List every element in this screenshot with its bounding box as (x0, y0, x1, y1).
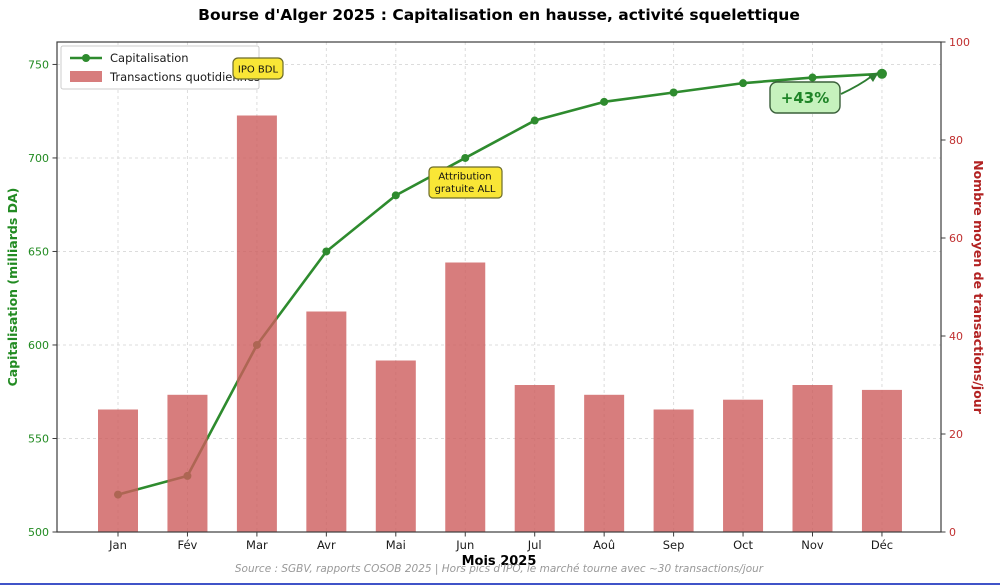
left-tick-label-550: 550 (28, 432, 49, 445)
x-tick-label-Avr: Avr (317, 538, 336, 552)
annotation-ipo-bdl-box (232, 57, 284, 80)
right-axis-title: Nombre moyen de transactions/jour (971, 160, 986, 415)
right-tick-label-100: 100 (949, 36, 970, 49)
right-tick-label-60: 60 (949, 232, 963, 245)
annotation-ipo-bdl: IPO BDL (232, 57, 284, 80)
line-marker-Jun (461, 153, 470, 162)
chart-title: Bourse d'Alger 2025 : Capitalisation en … (198, 6, 800, 24)
x-tick-label-Mai: Mai (386, 538, 406, 552)
line-marker-Aoû (600, 97, 609, 106)
annotation-attribution-line1: Attribution (438, 172, 491, 183)
window-bottom-edge (0, 583, 1000, 585)
left-axis-title: Capitalisation (milliards DA) (5, 188, 20, 387)
annotation-attribution-all-box (428, 166, 503, 199)
annotation-growth-arrowhead (868, 72, 879, 82)
bar-Jun (445, 262, 486, 532)
right-tick-label-0: 0 (949, 526, 956, 539)
source-footer: Source : SGBV, rapports COSOB 2025 | Hor… (235, 563, 764, 575)
annotation-ipo-bdl-text: IPO BDL (238, 65, 279, 76)
legend: Capitalisation Transactions quotidiennes (60, 45, 260, 90)
legend-bar-swatch (70, 71, 102, 82)
bar-Aoû (584, 394, 625, 532)
legend-label-capitalisation: Capitalisation (110, 51, 189, 65)
line-marker-Nov (808, 73, 817, 82)
bar-Mar (236, 115, 277, 532)
annotation-growth-box (769, 81, 841, 114)
x-tick-label-Fév: Fév (178, 538, 198, 552)
bar-Avr (306, 311, 347, 532)
x-tick-label-Nov: Nov (801, 538, 824, 552)
plot-frame (56, 41, 942, 533)
x-tick-label-Sep: Sep (663, 538, 685, 552)
left-tick-label-600: 600 (28, 339, 49, 352)
x-tick-label-Déc: Déc (871, 538, 893, 552)
annotation-attribution-all: Attribution gratuite ALL (428, 166, 503, 199)
bar-Jul (514, 385, 555, 532)
bar-Nov (792, 385, 833, 532)
left-tick-label-650: 650 (28, 245, 49, 258)
line-marker-Oct (739, 79, 748, 88)
annotation-growth: +43% (769, 72, 879, 114)
x-tick-label-Jan: Jan (108, 538, 127, 552)
bar-Déc (861, 389, 902, 532)
x-tick-label-Oct: Oct (733, 538, 753, 552)
x-axis-title: Mois 2025 (462, 554, 537, 569)
bar-Jan (98, 409, 138, 532)
capitalisation-line-series (114, 68, 887, 499)
bar-Oct (723, 399, 764, 532)
left-tick-label-700: 700 (28, 152, 49, 165)
bar-Fév (167, 394, 208, 532)
annotation-growth-text: +43% (781, 89, 829, 107)
annotation-attribution-line2: gratuite ALL (435, 184, 496, 195)
x-tick-label-Mar: Mar (246, 538, 268, 552)
transactions-bar-series (98, 115, 902, 532)
x-tick-label-Jul: Jul (527, 538, 542, 552)
line-marker-Avr (322, 247, 331, 256)
right-tick-label-40: 40 (949, 330, 963, 343)
bar-Mai (375, 360, 416, 532)
bar-Sep (653, 409, 694, 532)
axes-ticks-labels: 500 550 600 650 700 750 0 20 40 60 80 100 Jan Fév Mar A… (28, 36, 970, 552)
x-tick-label-Aoû: Aoû (593, 538, 615, 552)
right-tick-label-20: 20 (949, 428, 963, 441)
line-marker-Sep (669, 88, 678, 97)
right-tick-label-80: 80 (949, 134, 963, 147)
legend-line-marker (82, 54, 90, 62)
left-tick-label-500: 500 (28, 526, 49, 539)
line-marker-Mai (391, 191, 400, 200)
line-marker-Jul (530, 116, 539, 125)
left-tick-label-750: 750 (28, 58, 49, 71)
line-marker-Déc (876, 68, 887, 79)
capitalisation-line (117, 72, 883, 496)
x-tick-label-Jun: Jun (455, 538, 474, 552)
legend-label-transactions: Transactions quotidiennes (109, 70, 260, 84)
annotation-growth-arrow (840, 75, 873, 95)
